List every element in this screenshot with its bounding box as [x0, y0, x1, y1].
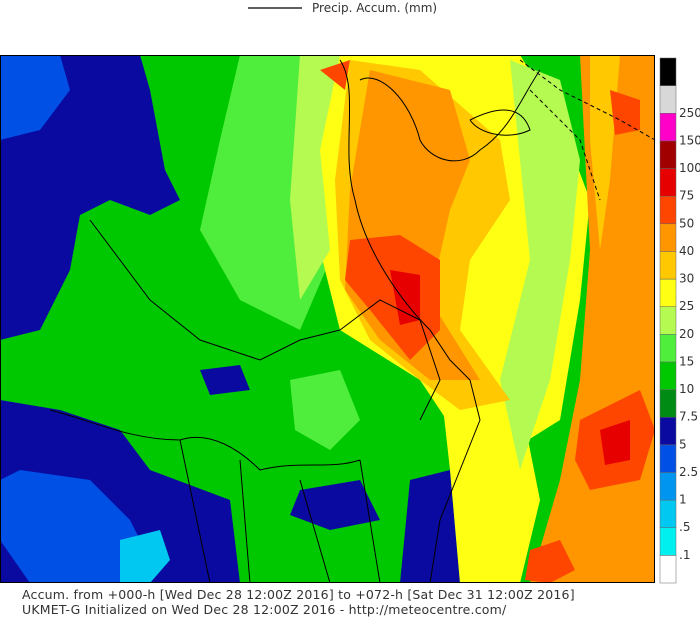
- field-blue: [0, 55, 70, 140]
- colorbar-label: 100: [679, 161, 700, 175]
- colorbar-box: [659, 334, 677, 363]
- colorbar-box: [659, 389, 677, 418]
- colorbar-label: .1: [679, 548, 690, 562]
- colorbar-box: [659, 278, 677, 307]
- colorbar-label: 40: [679, 244, 694, 258]
- field-light-green: [290, 370, 360, 450]
- colorbar-label: 50: [679, 216, 694, 230]
- colorbar-label: 10: [679, 382, 694, 396]
- colorbar-box: [659, 472, 677, 501]
- field-dark-blue: [400, 470, 460, 583]
- field-yellow-green: [290, 55, 340, 300]
- colorbar-box: [659, 499, 677, 528]
- footer-line: UKMET-G Initialized on Wed Dec 28 12:00Z…: [22, 602, 507, 617]
- colorbar-box: [659, 444, 677, 473]
- colorbar-label: 5: [679, 437, 687, 451]
- colorbar-box: [659, 168, 677, 197]
- field-dark-blue: [0, 55, 180, 340]
- colorbar-label: 150: [679, 133, 700, 147]
- field-red: [320, 60, 350, 90]
- colorbar-label: .5: [679, 520, 690, 534]
- field-dark-blue: [200, 365, 250, 395]
- coastline: [359, 69, 541, 162]
- colorbar: .1 .5 1 2.5 5 7.5 10 15 20 25 30 40 50 75 100 150 250: [659, 57, 700, 584]
- colorbar-label: 25: [679, 299, 694, 313]
- field-yellow-green: [500, 60, 580, 470]
- colorbar-box: [659, 251, 677, 280]
- colorbar-box: [659, 361, 677, 390]
- colorbar-box: [659, 223, 677, 252]
- colorbar-box: [659, 113, 677, 142]
- colorbar-label: 2.5: [679, 465, 698, 479]
- border: [529, 89, 601, 201]
- colorbar-label: 20: [679, 327, 694, 341]
- border: [519, 59, 656, 141]
- border: [89, 219, 341, 361]
- footer-line: Accum. from +000-h [Wed Dec 28 12:00Z 20…: [22, 587, 575, 602]
- field-dark-red: [600, 420, 630, 465]
- colorbar-label: 250: [679, 106, 700, 120]
- colorbar-box: [659, 140, 677, 169]
- colorbar-box: [659, 306, 677, 335]
- colorbar-label: 15: [679, 354, 694, 368]
- colorbar-label: 75: [679, 189, 694, 203]
- colorbar-box: [659, 555, 677, 584]
- field-red: [610, 90, 640, 135]
- field-red: [345, 235, 440, 360]
- boundaries: [49, 59, 656, 584]
- colorbar-box: [659, 416, 677, 446]
- colorbar-label: 7.5: [679, 410, 698, 424]
- coastline: [469, 109, 531, 136]
- colorbar-box: [659, 195, 677, 225]
- colorbar-label: 1: [679, 493, 687, 507]
- border: [339, 299, 441, 421]
- field-light-blue: [120, 530, 170, 583]
- map-frame: [0, 55, 655, 583]
- colorbar-box: [659, 527, 677, 556]
- legend-label: Precip. Accum. (mm): [312, 1, 437, 15]
- field-blue: [0, 470, 150, 583]
- coastline: [49, 409, 361, 471]
- map: [0, 55, 656, 584]
- colorbar-box: [659, 85, 677, 114]
- field-dark-blue: [290, 480, 380, 530]
- field-red: [525, 540, 575, 583]
- colorbar-label: 30: [679, 272, 694, 286]
- border: [179, 439, 381, 584]
- coastline: [339, 59, 481, 584]
- colorbar-box: [659, 57, 677, 86]
